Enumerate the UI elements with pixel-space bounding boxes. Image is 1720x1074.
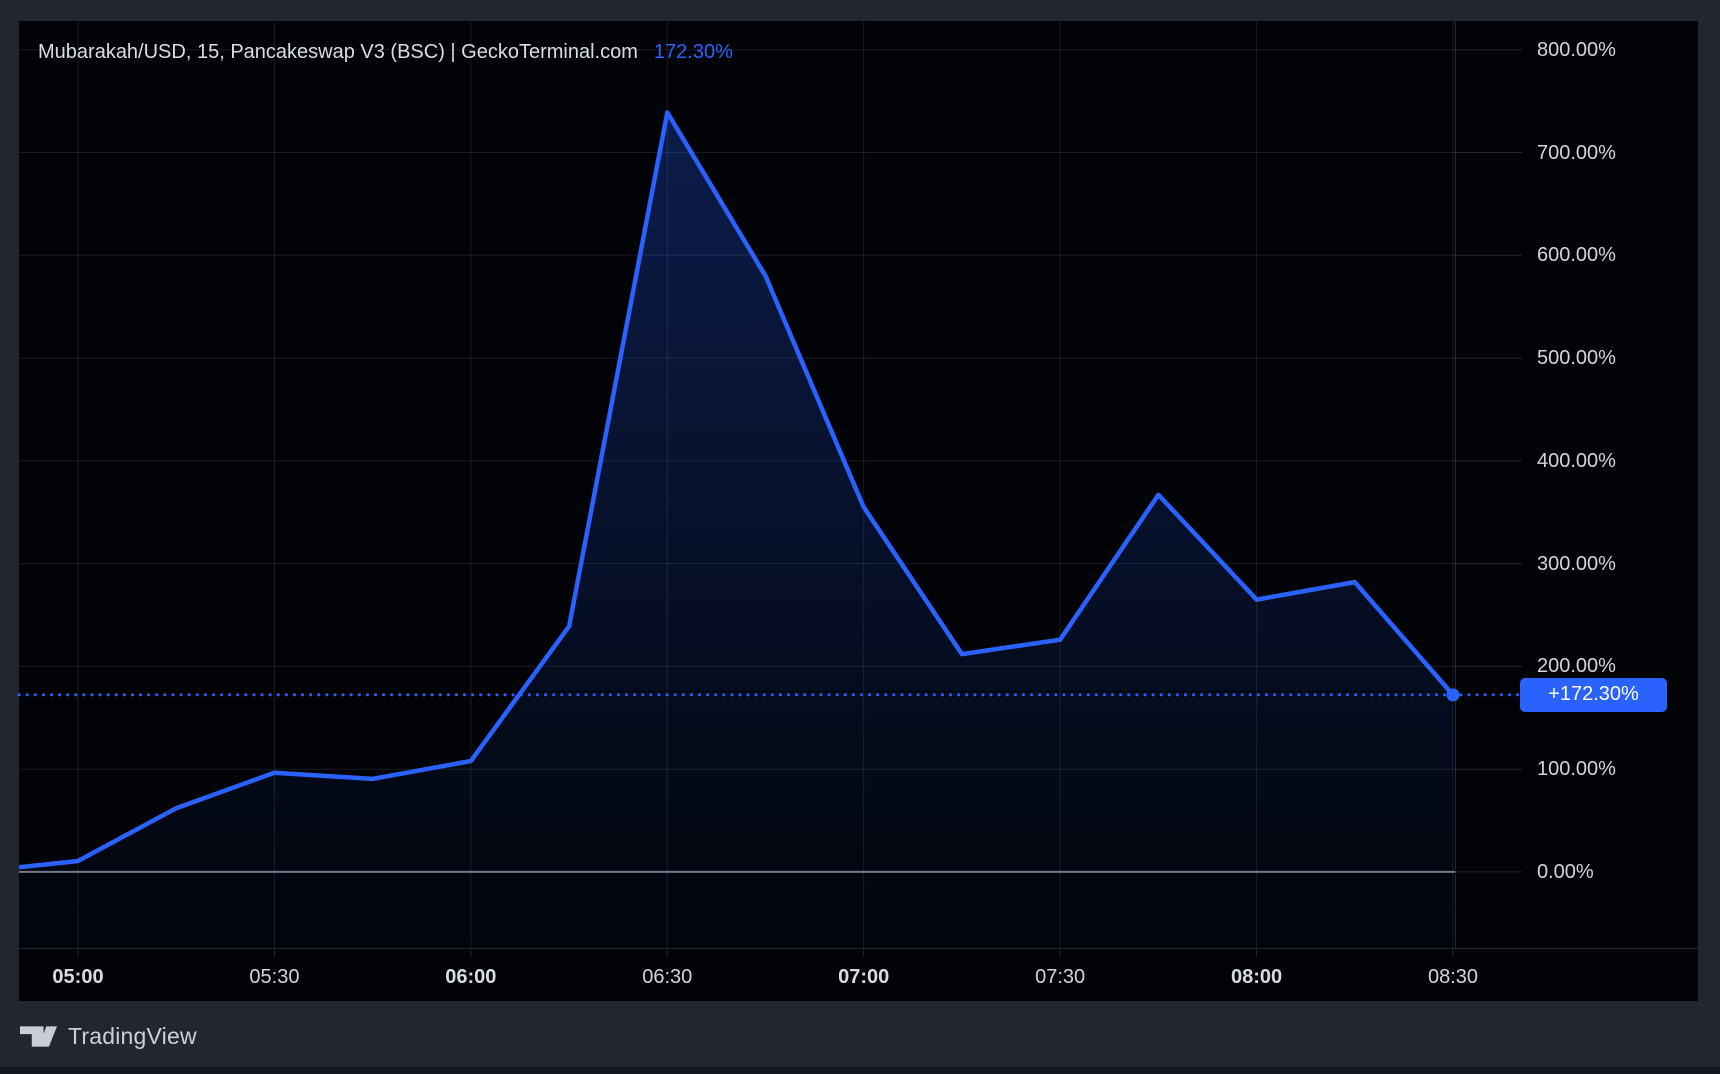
time-axis-label: 05:00 (52, 966, 104, 988)
area-fill (19, 112, 1453, 948)
change-percent-value: 172.30% (653, 41, 733, 63)
last-point-dot (1446, 688, 1460, 702)
price-axis-label: 800.00% (1537, 38, 1616, 61)
tradingview-logo-text: TradingView (68, 1023, 197, 1049)
price-axis-label: 300.00% (1537, 552, 1616, 575)
chart-legend: Mubarakah/USD, 15, Pancakeswap V3 (BSC) … (38, 38, 733, 66)
price-axis-label: 400.00% (1537, 449, 1616, 472)
price-axis-label: 600.00% (1537, 244, 1616, 267)
price-line (19, 110, 1455, 870)
time-axis-label: 07:00 (838, 966, 890, 988)
time-axis-label: 05:30 (249, 966, 300, 988)
price-axis-label: 100.00% (1537, 758, 1616, 781)
tradingview-logo-icon (20, 1025, 57, 1047)
time-axis-label: 08:00 (1230, 966, 1283, 988)
tradingview-logo[interactable]: TradingView (20, 1024, 197, 1048)
time-axis-label: 07:30 (1035, 966, 1086, 988)
price-axis-label: 500.00% (1537, 347, 1616, 370)
page-bottom-edge (0, 1067, 1720, 1074)
current-value-badge[interactable]: +172.30% (1520, 677, 1667, 712)
time-axis-label: 06:00 (445, 966, 497, 988)
price-axis-label: 700.00% (1537, 141, 1616, 164)
time-axis-label: 06:30 (642, 966, 693, 988)
time-axis-label: 08:30 (1427, 966, 1479, 988)
price-axis-label: 0.00% (1537, 860, 1594, 883)
symbol-title: Mubarakah/USD, 15, Pancakeswap V3 (BSC) … (38, 41, 638, 63)
price-axis-label: 200.00% (1537, 655, 1616, 678)
